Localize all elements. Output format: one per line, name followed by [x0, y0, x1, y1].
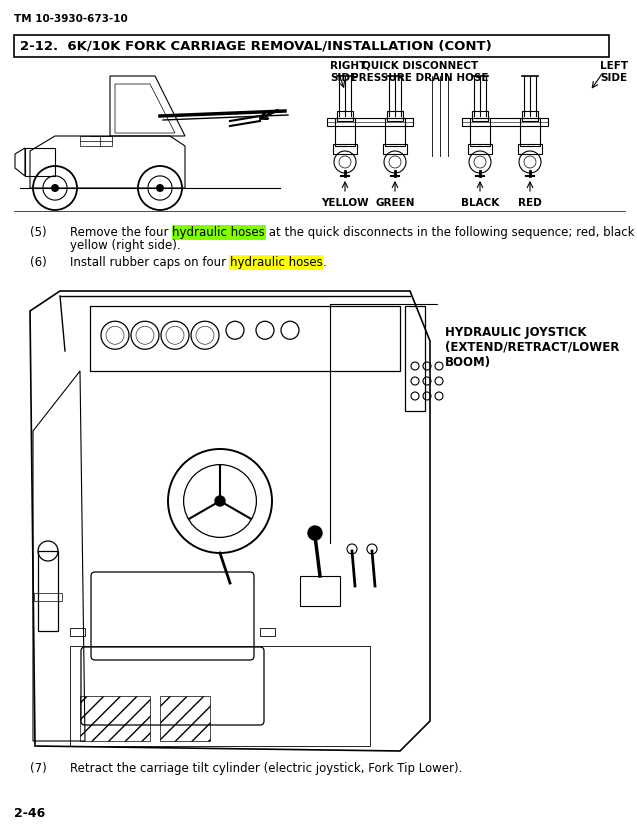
Bar — [34, 593, 62, 601]
Text: hydraulic hoses: hydraulic hoses — [172, 226, 265, 239]
Bar — [468, 144, 492, 154]
Text: 2-12.  6K/10K FORK CARRIAGE REMOVAL/INSTALLATION (CONT): 2-12. 6K/10K FORK CARRIAGE REMOVAL/INSTA… — [20, 39, 492, 53]
Text: HYDRAULIC JOYSTICK
(EXTEND/RETRACT/LOWER
BOOM): HYDRAULIC JOYSTICK (EXTEND/RETRACT/LOWER… — [445, 326, 619, 369]
Text: (5): (5) — [30, 226, 47, 239]
Text: Remove the four: Remove the four — [70, 226, 172, 239]
Text: QUICK DISCONNECT
PRESSURE DRAIN HOSE: QUICK DISCONNECT PRESSURE DRAIN HOSE — [351, 61, 489, 83]
Bar — [90, 306, 400, 371]
Text: yellow (right side).: yellow (right side). — [70, 239, 181, 252]
Text: BLACK: BLACK — [461, 198, 499, 208]
Bar — [405, 306, 425, 411]
Bar — [522, 111, 538, 121]
Text: GREEN: GREEN — [375, 198, 415, 208]
Bar — [387, 111, 403, 121]
Bar — [160, 696, 210, 741]
Bar — [25, 148, 55, 176]
Text: at the quick disconnects in the following sequence; red, black (left side), gree: at the quick disconnects in the followin… — [265, 226, 637, 239]
Text: YELLOW: YELLOW — [321, 198, 369, 208]
Bar — [462, 118, 548, 126]
Bar — [337, 111, 353, 121]
Text: RED: RED — [518, 198, 542, 208]
Text: (6): (6) — [30, 256, 47, 269]
Bar — [14, 35, 609, 57]
Bar — [260, 628, 275, 636]
Text: (7): (7) — [30, 762, 47, 775]
Bar — [470, 118, 490, 146]
Text: LEFT
SIDE: LEFT SIDE — [600, 61, 628, 83]
Text: .: . — [322, 256, 326, 269]
Circle shape — [215, 496, 225, 506]
Bar — [80, 136, 112, 146]
Bar — [80, 696, 150, 741]
Bar — [70, 646, 370, 746]
Bar — [335, 118, 355, 146]
Bar — [385, 118, 405, 146]
Bar — [333, 144, 357, 154]
Bar — [70, 628, 85, 636]
Bar — [518, 144, 542, 154]
Bar — [383, 144, 407, 154]
Text: hydraulic hoses: hydraulic hoses — [230, 256, 322, 269]
Text: RIGHT
SIDE: RIGHT SIDE — [330, 61, 366, 83]
Bar — [327, 118, 413, 126]
Text: Retract the carriage tilt cylinder (electric joystick, Fork Tip Lower).: Retract the carriage tilt cylinder (elec… — [70, 762, 462, 775]
Circle shape — [157, 185, 163, 191]
Text: Install rubber caps on four: Install rubber caps on four — [70, 256, 230, 269]
Bar — [520, 118, 540, 146]
Text: TM 10-3930-673-10: TM 10-3930-673-10 — [14, 14, 128, 24]
Bar — [38, 551, 58, 631]
Circle shape — [308, 526, 322, 540]
Bar — [472, 111, 488, 121]
Bar — [300, 576, 340, 606]
Circle shape — [52, 185, 59, 191]
Text: 2-46: 2-46 — [14, 807, 45, 820]
